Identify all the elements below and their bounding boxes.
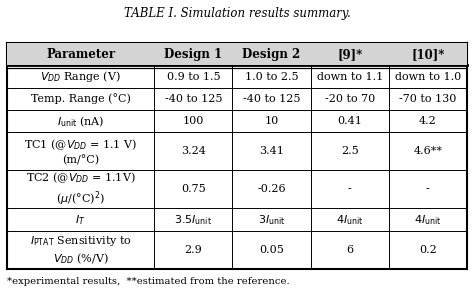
Text: $I_{\mathrm{unit}}$ (nA): $I_{\mathrm{unit}}$ (nA): [57, 114, 104, 129]
Text: $4I_{\mathrm{unit}}$: $4I_{\mathrm{unit}}$: [414, 213, 441, 227]
Text: [9]*: [9]*: [337, 48, 362, 61]
Text: 2.5: 2.5: [341, 146, 358, 157]
Text: 0.05: 0.05: [259, 245, 284, 255]
Text: $3I_{\mathrm{unit}}$: $3I_{\mathrm{unit}}$: [258, 213, 285, 227]
Text: $4I_{\mathrm{unit}}$: $4I_{\mathrm{unit}}$: [336, 213, 363, 227]
Text: 0.41: 0.41: [337, 116, 362, 126]
Text: 4.2: 4.2: [419, 116, 437, 126]
Text: -: -: [426, 184, 430, 195]
Text: 0.2: 0.2: [419, 245, 437, 255]
Text: *experimental results,  **estimated from the reference.: *experimental results, **estimated from …: [7, 277, 290, 286]
Text: -: -: [348, 184, 352, 195]
Text: TABLE I. Simulation results summary.: TABLE I. Simulation results summary.: [124, 7, 350, 20]
Text: TC2 (@$V_{DD}$ = 1.1V)
($\mu$/(°C)$^2$): TC2 (@$V_{DD}$ = 1.1V) ($\mu$/(°C)$^2$): [26, 171, 136, 208]
Text: $3.5I_{\mathrm{unit}}$: $3.5I_{\mathrm{unit}}$: [174, 213, 212, 227]
Text: down to 1.0: down to 1.0: [395, 72, 461, 82]
Text: -20 to 70: -20 to 70: [325, 94, 375, 104]
Text: 3.24: 3.24: [181, 146, 206, 157]
Text: 4.6**: 4.6**: [413, 146, 442, 157]
Text: $I_T$: $I_T$: [75, 213, 86, 227]
Text: $I_{\mathrm{PTAT}}$ Sensitivity to
$V_{DD}$ (%/V): $I_{\mathrm{PTAT}}$ Sensitivity to $V_{D…: [30, 234, 132, 266]
Text: [10]*: [10]*: [411, 48, 445, 61]
Text: $V_{DD}$ Range (V): $V_{DD}$ Range (V): [40, 69, 121, 84]
Text: Design 1: Design 1: [164, 48, 222, 61]
Text: 100: 100: [182, 116, 204, 126]
Text: 0.9 to 1.5: 0.9 to 1.5: [166, 72, 220, 82]
Text: 10: 10: [264, 116, 279, 126]
Text: TC1 (@$V_{DD}$ = 1.1 V)
(m/°C): TC1 (@$V_{DD}$ = 1.1 V) (m/°C): [24, 138, 137, 165]
Text: down to 1.1: down to 1.1: [317, 72, 383, 82]
Text: 3.41: 3.41: [259, 146, 284, 157]
Text: -70 to 130: -70 to 130: [399, 94, 456, 104]
Text: Temp. Range (°C): Temp. Range (°C): [31, 94, 131, 104]
Text: 2.9: 2.9: [184, 245, 202, 255]
Text: Parameter: Parameter: [46, 48, 115, 61]
Text: 0.75: 0.75: [181, 184, 206, 195]
Text: -40 to 125: -40 to 125: [164, 94, 222, 104]
Text: -0.26: -0.26: [257, 184, 286, 195]
Text: 1.0 to 2.5: 1.0 to 2.5: [245, 72, 298, 82]
Text: Design 2: Design 2: [242, 48, 301, 61]
Text: 6: 6: [346, 245, 353, 255]
Text: -40 to 125: -40 to 125: [243, 94, 300, 104]
